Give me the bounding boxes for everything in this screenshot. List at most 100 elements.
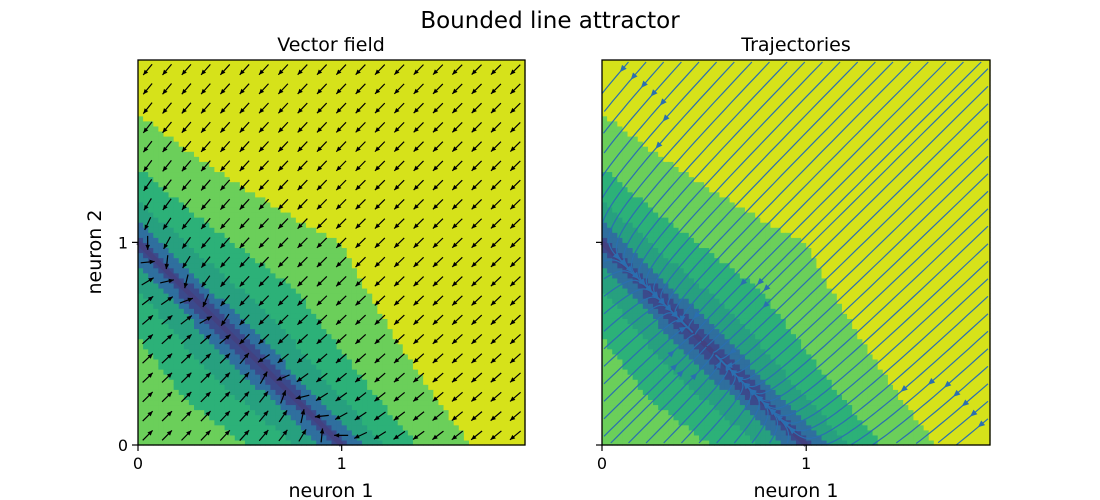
vector-field-cell: [341, 424, 348, 431]
vector-field-cell: [341, 222, 348, 228]
vector-field-cell: [209, 363, 215, 370]
vector-field-cell: [194, 211, 200, 218]
vector-field-cell: [326, 222, 333, 228]
vector-field-cell: [158, 318, 165, 325]
vector-field-cell: [362, 105, 368, 112]
vector-field-cell: [397, 308, 404, 314]
vector-field-cell: [153, 151, 159, 157]
vector-field-cell: [311, 206, 317, 213]
vector-field-cell: [290, 191, 297, 198]
vector-field-cell: [183, 110, 190, 117]
vector-field-cell: [199, 267, 205, 274]
vector-field-cell: [443, 110, 450, 117]
vector-field-cell: [356, 313, 363, 319]
vector-field-cell: [229, 414, 236, 421]
vector-field-cell: [458, 277, 465, 284]
vector-field-cell: [397, 343, 404, 350]
vector-field-cell: [382, 151, 389, 157]
vector-field-cell: [402, 85, 409, 91]
vector-field-cell: [204, 414, 210, 421]
vector-field-cell: [402, 151, 409, 157]
vector-field-cell: [311, 201, 317, 208]
vector-field-cell: [265, 353, 271, 360]
vector-field-cell: [300, 237, 307, 243]
vector-field-cell: [336, 369, 343, 375]
vector-field-cell: [290, 85, 297, 91]
vector-field-cell: [300, 318, 307, 325]
vector-field-cell: [372, 105, 378, 112]
vector-field-cell: [382, 181, 389, 188]
vector-field-cell: [463, 394, 470, 401]
vector-field-cell: [341, 80, 348, 86]
vector-field-cell: [300, 120, 307, 127]
vector-field-cell: [367, 196, 373, 203]
vector-field-cell: [418, 110, 424, 117]
vector-field-cell: [438, 222, 445, 228]
vector-field-cell: [351, 227, 358, 233]
vector-field-cell: [153, 267, 159, 274]
vector-field-cell: [362, 247, 368, 254]
vector-field-cell: [224, 262, 231, 269]
vector-field-cell: [224, 191, 231, 198]
vector-field-cell: [138, 115, 144, 122]
vector-field-cell: [178, 156, 185, 162]
vector-field-cell: [468, 201, 475, 208]
vector-field-cell: [138, 313, 144, 319]
vector-field-cell: [356, 211, 363, 218]
vector-field-cell: [407, 353, 414, 360]
vector-field-cell: [250, 161, 256, 167]
vector-field-cell: [362, 206, 368, 213]
vector-field-cell: [433, 287, 440, 294]
vector-field-cell: [265, 60, 271, 66]
vector-field-cell: [229, 293, 236, 299]
vector-field-cell: [377, 191, 384, 198]
vector-field-cell: [382, 90, 389, 97]
vector-field-cell: [153, 196, 159, 203]
vector-field-cell: [346, 110, 353, 117]
vector-field-cell: [178, 303, 185, 309]
vector-field-cell: [311, 242, 317, 249]
vector-field-cell: [438, 369, 445, 375]
vector-field-cell: [326, 115, 333, 122]
vector-field-cell: [341, 211, 348, 218]
vector-field-cell: [336, 95, 343, 102]
vector-field-cell: [260, 211, 266, 218]
vector-field-cell: [219, 287, 226, 294]
vector-field-cell: [372, 277, 378, 284]
vector-field-cell: [428, 424, 434, 431]
vector-field-cell: [153, 313, 159, 319]
vector-field-cell: [163, 181, 170, 188]
vector-field-cell: [438, 156, 445, 162]
vector-field-cell: [163, 257, 170, 264]
vector-field-cell: [209, 161, 215, 167]
vector-field-cell: [234, 353, 241, 360]
vector-field-cell: [453, 206, 460, 213]
vector-field-cell: [463, 353, 470, 360]
vector-field-cell: [418, 293, 424, 299]
vector-field-cell: [341, 303, 348, 309]
vector-field-cell: [265, 156, 271, 162]
vector-field-cell: [346, 384, 353, 390]
vector-field-cell: [326, 100, 333, 107]
vector-field-cell: [438, 151, 445, 157]
vector-field-cell: [341, 323, 348, 330]
vector-field-cell: [153, 429, 159, 436]
vector-field-cell: [285, 343, 292, 350]
vector-field-cell: [260, 374, 266, 380]
vector-field-cell: [153, 232, 159, 238]
vector-field-cell: [260, 181, 266, 188]
vector-field-cell: [168, 70, 175, 76]
vector-field-cell: [194, 90, 200, 97]
vector-field-cell: [448, 161, 455, 167]
vector-field-cell: [138, 374, 144, 380]
vector-field-cell: [188, 262, 195, 269]
vector-field-cell: [392, 171, 399, 178]
vector-field-cell: [397, 338, 404, 345]
vector-field-cell: [280, 272, 287, 279]
vector-field-cell: [280, 176, 287, 183]
vector-field-cell: [372, 161, 378, 167]
vector-field-cell: [326, 287, 333, 294]
vector-field-cell: [173, 363, 180, 370]
vector-field-cell: [300, 323, 307, 330]
vector-field-cell: [346, 196, 353, 203]
